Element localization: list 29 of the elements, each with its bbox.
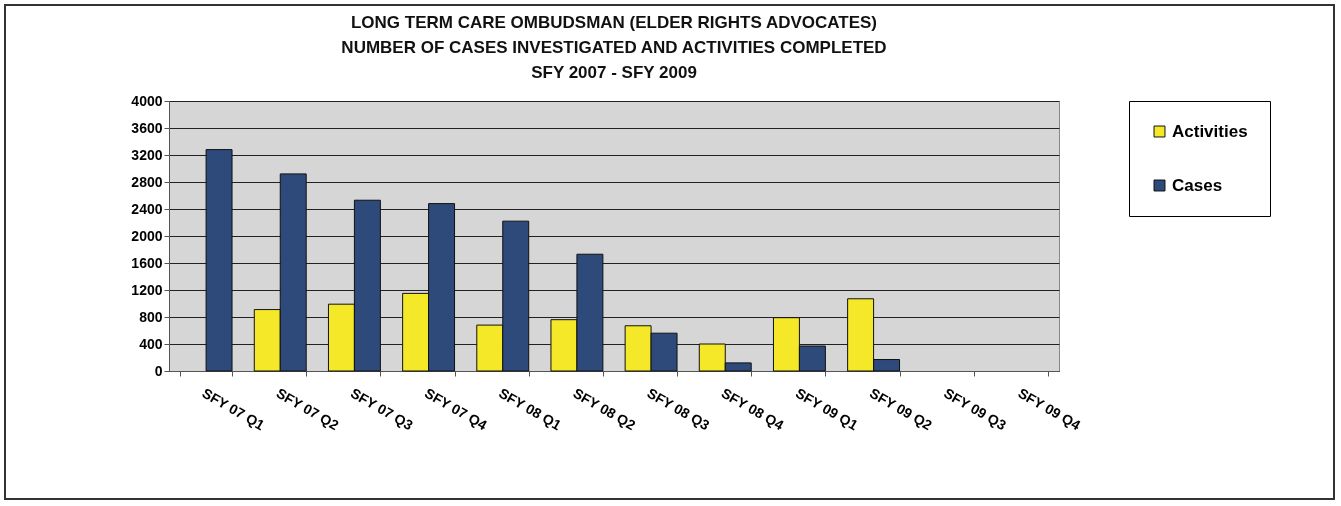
y-tick-label: 2000 [131, 227, 163, 244]
y-tick-label: 1600 [131, 254, 163, 271]
bar [205, 149, 233, 372]
x-tick-label: SFY 09 Q1 [792, 384, 861, 434]
y-tick-label: 3600 [131, 119, 163, 136]
x-tick-label: SFY 07 Q4 [422, 384, 491, 434]
text: LONG TERM CARE OMBUDSMAN (ELDER RIGHTS ADVOCATES) [350, 13, 878, 32]
x-tick-label: SFY 07 Q3 [347, 384, 416, 434]
x-tick-label: SFY 09 Q3 [941, 384, 1010, 434]
text: SFY 2007 - SFY 2009 [531, 63, 697, 82]
y-tick-label: 1200 [131, 281, 163, 298]
legend-label: Cases [1172, 175, 1223, 195]
x-tick-label: SFY 08 Q2 [570, 384, 639, 434]
x-tick-label: SFY 08 Q4 [718, 384, 787, 434]
y-tick-label: 4000 [131, 92, 163, 109]
y-tick-label: 2800 [131, 173, 163, 190]
y-tick-label: 0 [154, 362, 163, 379]
x-tick-label: SFY 07 Q1 [199, 384, 268, 434]
legend-label: Activities [1172, 121, 1248, 141]
y-tick-label: 400 [139, 335, 163, 352]
y-tick-label: 2400 [131, 200, 163, 217]
x-tick-label: SFY 08 Q1 [496, 384, 565, 434]
y-tick-label: 800 [139, 308, 163, 325]
x-tick-label: SFY 09 Q2 [867, 384, 936, 434]
x-tick-label: SFY 07 Q2 [273, 384, 342, 434]
text: NUMBER OF CASES INVESTIGATED AND ACTIVITIES COMPLETED [341, 38, 887, 57]
y-tick-label: 3200 [131, 146, 163, 163]
x-tick-label: SFY 08 Q3 [644, 384, 713, 434]
x-tick-label: SFY 09 Q4 [1015, 384, 1084, 434]
